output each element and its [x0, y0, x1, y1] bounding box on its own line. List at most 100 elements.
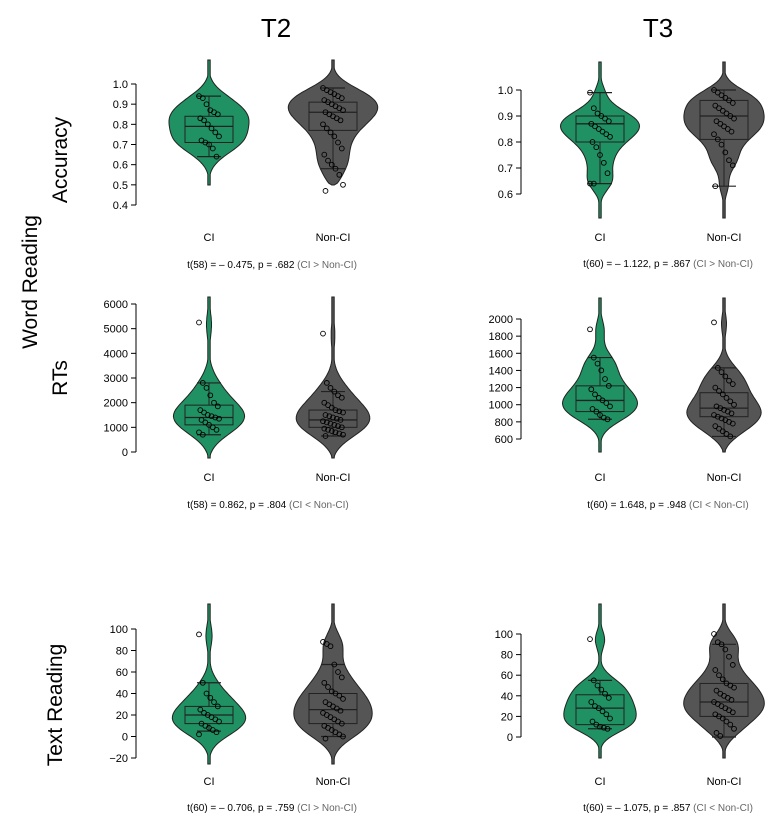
- data-point: [336, 408, 343, 415]
- data-point: [588, 699, 595, 705]
- data-point: [337, 117, 344, 124]
- y-tick-label: 100: [495, 629, 513, 641]
- y-tick-label: 2000: [489, 314, 513, 326]
- category-label: CI: [595, 232, 606, 244]
- data-point: [338, 424, 345, 431]
- data-point: [729, 100, 736, 106]
- data-point: [723, 395, 730, 401]
- data-point: [712, 384, 719, 391]
- y-tick-label: 5000: [104, 324, 128, 336]
- data-point: [320, 121, 326, 128]
- data-point: [321, 679, 328, 686]
- y-tick-label: 600: [495, 434, 513, 446]
- data-point: [712, 183, 719, 190]
- data-point: [729, 420, 736, 427]
- y-tick-label: 0.4: [113, 200, 128, 212]
- data-point: [325, 426, 331, 433]
- data-point: [199, 380, 206, 386]
- y-tick-label: 800: [495, 417, 513, 429]
- stat-value: t(60) = 1.648, p = .948: [587, 500, 689, 511]
- data-point: [728, 697, 735, 703]
- data-point: [212, 129, 219, 136]
- data-point: [207, 694, 214, 701]
- category-label: Non-CI: [316, 232, 351, 244]
- data-point: [588, 120, 595, 127]
- data-point: [713, 118, 720, 125]
- y-tick-label: 80: [116, 646, 128, 658]
- stat-direction: (CI < Non-CI): [289, 500, 349, 511]
- column-title-t2: T2: [261, 13, 291, 43]
- data-point: [729, 662, 736, 668]
- y-tick-label: 0.8: [498, 137, 513, 149]
- data-point: [326, 413, 333, 420]
- y-tick-label: 0.7: [498, 163, 513, 175]
- data-point: [211, 699, 217, 705]
- data-point: [592, 123, 598, 130]
- y-tick-label: 0.6: [113, 160, 128, 172]
- series-non-ci: [287, 59, 379, 194]
- data-point: [332, 429, 339, 436]
- y-tick-label: 2000: [104, 398, 128, 410]
- data-point: [727, 721, 734, 728]
- data-point: [209, 145, 216, 152]
- y-tick-label: 4000: [104, 348, 128, 360]
- y-tick-label: 0.9: [498, 111, 513, 123]
- data-point: [214, 403, 221, 410]
- data-point: [726, 97, 732, 104]
- data-point: [337, 707, 344, 714]
- series-ci: [559, 61, 641, 219]
- data-point: [714, 89, 721, 96]
- data-point: [204, 121, 211, 128]
- data-point: [214, 111, 221, 118]
- stat-direction: (CI < Non-CI): [689, 500, 749, 511]
- data-point: [327, 643, 334, 650]
- data-point: [607, 403, 613, 410]
- stat-text-text-t3: t(60) = – 1.075, p = .857 (CI < Non-CI): [583, 803, 753, 814]
- data-point: [331, 133, 338, 140]
- data-point: [726, 157, 732, 164]
- data-point: [327, 385, 334, 391]
- data-point: [331, 661, 338, 668]
- stat-value: t(60) = – 0.706, p = .759: [187, 803, 297, 814]
- data-point: [590, 180, 597, 187]
- category-label: Non-CI: [707, 776, 742, 788]
- stat-direction: (CI > Non-CI): [297, 260, 357, 271]
- series-ci: [172, 296, 246, 459]
- data-point: [722, 373, 729, 380]
- y-tick-label: 1.0: [498, 85, 513, 97]
- data-point: [714, 365, 721, 371]
- panels: 1.0 0.9 0.8 0.7 0.6 0.5 0.4 CI Non-CI t(58) = – 0…: [104, 59, 765, 814]
- data-point: [593, 408, 600, 415]
- data-point: [729, 381, 736, 387]
- violin-ci: [559, 61, 641, 219]
- panel-rt-t2: 6000 5000 4000 3000 2000 1000 0 CI Non-CI t(58) =…: [104, 296, 371, 511]
- data-point: [723, 110, 730, 117]
- data-point: [204, 412, 211, 418]
- y-tick-label: 100: [110, 624, 128, 636]
- panel-rt-t3: 2000 1800 1600 1400 1200 1000 800 600 CI Non-CI t(…: [489, 297, 762, 511]
- violin-non-ci: [287, 59, 379, 186]
- category-label: CI: [204, 776, 215, 788]
- data-point: [197, 706, 204, 713]
- category-label: CI: [595, 776, 606, 788]
- data-point: [213, 426, 220, 433]
- data-point: [322, 412, 329, 418]
- data-point: [335, 139, 341, 146]
- box-iqr: [184, 404, 234, 426]
- data-point: [727, 398, 734, 405]
- data-point: [206, 141, 212, 148]
- data-point: [196, 319, 202, 326]
- data-point: [727, 433, 734, 440]
- data-point: [602, 115, 608, 122]
- y-tick-label: 0.8: [113, 119, 128, 131]
- data-point: [731, 115, 737, 122]
- data-point: [598, 367, 605, 374]
- y-tick-label: 1200: [489, 383, 513, 395]
- data-point: [722, 94, 729, 101]
- y-tick-label: 1000: [489, 400, 513, 412]
- data-point: [605, 383, 612, 389]
- series-ci: [171, 603, 247, 765]
- series-ci: [168, 59, 250, 186]
- data-point: [589, 139, 596, 145]
- data-point: [726, 653, 732, 660]
